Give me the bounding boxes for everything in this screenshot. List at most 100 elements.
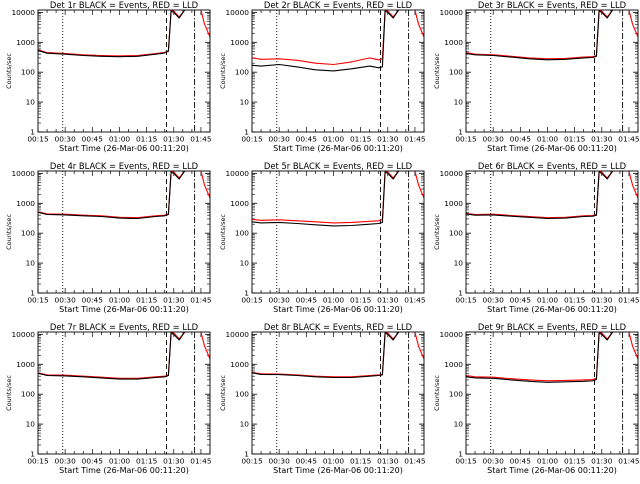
x-tick-label: 01:30 — [377, 296, 399, 305]
chart-title: Det 4r BLACK = Events, RED = LLD — [50, 161, 198, 171]
chart-title: Det 2r BLACK = Events, RED = LLD — [264, 0, 412, 10]
y-tick-label: 100 — [449, 68, 463, 77]
x-tick-label: 00:30 — [483, 135, 505, 144]
series-group — [466, 171, 638, 220]
series-lld-line-2 — [628, 171, 638, 199]
x-tick-label: 01:00 — [537, 296, 559, 305]
x-tick-label: 01:00 — [323, 296, 345, 305]
y-tick-label: 10 — [454, 259, 464, 268]
x-tick-label: 01:00 — [537, 135, 559, 144]
y-axis-label: Counts/sec — [219, 375, 227, 411]
series-events-line-1 — [38, 332, 189, 380]
plot-frame — [37, 170, 211, 294]
chart-panel-9: Det 9r BLACK = Events, RED = LLD Counts/s… — [433, 322, 640, 475]
x-tick-label: 00:45 — [82, 135, 104, 144]
x-tick-label: 01:15 — [350, 135, 372, 144]
series-lld-line-0 — [252, 171, 403, 224]
series-lld-line-2 — [414, 10, 424, 38]
chart-panel-2: Det 2r BLACK = Events, RED = LLD Counts/s… — [219, 0, 426, 153]
x-tick-label: 01:15 — [564, 296, 586, 305]
y-tick-label: 1000 — [230, 38, 249, 47]
x-tick-label: 01:00 — [109, 135, 131, 144]
series-events-line-1 — [252, 10, 403, 72]
x-tick-label: 01:15 — [564, 135, 586, 144]
x-axis-label: Start Time (26-Mar-06 00:11:20) — [273, 466, 403, 475]
series-lld-line-2 — [414, 332, 424, 360]
plot-frame — [465, 170, 639, 294]
series-lld-line-0 — [466, 171, 617, 219]
x-tick-label: 01:15 — [350, 457, 372, 466]
y-tick-label: 100 — [235, 229, 249, 238]
x-tick-label: 01:45 — [190, 135, 212, 144]
x-tick-label: 01:30 — [377, 135, 399, 144]
y-tick-label: 10000 — [11, 169, 35, 178]
series-events-line-1 — [252, 332, 403, 379]
series-events-line-1 — [466, 332, 617, 383]
x-tick-label: 01:00 — [109, 296, 131, 305]
x-tick-label: 00:15 — [455, 135, 477, 144]
x-tick-label: 01:00 — [109, 457, 131, 466]
y-tick-label: 1000 — [16, 38, 35, 47]
chart-title: Det 6r BLACK = Events, RED = LLD — [478, 161, 626, 171]
y-axis-label: Counts/sec — [433, 53, 441, 89]
x-tick-label: 00:15 — [455, 296, 477, 305]
y-tick-label: 1 — [244, 450, 249, 459]
chart-title: Det 8r BLACK = Events, RED = LLD — [264, 322, 412, 332]
series-group — [38, 10, 210, 58]
x-tick-label: 01:15 — [136, 296, 158, 305]
series-lld-line-2 — [628, 332, 638, 360]
chart-panel-3: Det 3r BLACK = Events, RED = LLD Counts/s… — [433, 0, 640, 153]
y-axis-label: Counts/sec — [433, 214, 441, 250]
x-tick-label: 00:15 — [241, 296, 263, 305]
chart-panel-8: Det 8r BLACK = Events, RED = LLD Counts/s… — [219, 322, 426, 475]
y-axis-label: Counts/sec — [219, 53, 227, 89]
plot-frame — [465, 9, 639, 133]
series-lld-line-0 — [252, 332, 403, 378]
x-tick-label: 01:45 — [618, 296, 640, 305]
x-tick-label: 00:15 — [241, 457, 263, 466]
y-tick-label: 1 — [458, 289, 463, 298]
series-group — [252, 171, 424, 227]
series-lld-line-0 — [38, 332, 189, 379]
x-tick-label: 01:45 — [618, 457, 640, 466]
chart-panel-7: Det 7r BLACK = Events, RED = LLD Counts/s… — [5, 322, 212, 475]
y-tick-label: 10 — [240, 98, 250, 107]
y-tick-label: 10 — [26, 420, 36, 429]
x-tick-label: 00:45 — [296, 296, 318, 305]
y-tick-label: 1 — [458, 450, 463, 459]
x-axis-label: Start Time (26-Mar-06 00:11:20) — [59, 466, 189, 475]
x-axis-label: Start Time (26-Mar-06 00:11:20) — [487, 466, 617, 475]
series-lld-line-2 — [200, 171, 210, 199]
y-tick-label: 1000 — [16, 360, 35, 369]
x-axis-label: Start Time (26-Mar-06 00:11:20) — [487, 144, 617, 153]
y-tick-label: 10000 — [439, 169, 463, 178]
y-axis-label: Counts/sec — [5, 53, 13, 89]
y-tick-label: 1 — [30, 128, 35, 137]
x-axis-label: Start Time (26-Mar-06 00:11:20) — [59, 144, 189, 153]
y-tick-label: 10000 — [225, 8, 249, 17]
series-events-line-1 — [38, 171, 189, 220]
y-tick-label: 10000 — [225, 330, 249, 339]
y-tick-label: 100 — [235, 68, 249, 77]
y-tick-label: 1 — [244, 289, 249, 298]
x-tick-label: 01:15 — [136, 135, 158, 144]
y-tick-label: 1000 — [444, 199, 463, 208]
chart-title: Det 7r BLACK = Events, RED = LLD — [50, 322, 198, 332]
y-tick-label: 1000 — [444, 38, 463, 47]
plot-frame — [251, 9, 425, 133]
x-tick-label: 00:30 — [483, 457, 505, 466]
x-tick-label: 00:15 — [241, 135, 263, 144]
x-axis-label: Start Time (26-Mar-06 00:11:20) — [59, 305, 189, 314]
x-tick-label: 00:45 — [82, 296, 104, 305]
y-tick-label: 10 — [240, 420, 250, 429]
y-tick-label: 1000 — [230, 360, 249, 369]
plot-frame — [251, 170, 425, 294]
plot-frame — [37, 331, 211, 455]
x-axis-label: Start Time (26-Mar-06 00:11:20) — [487, 305, 617, 314]
chart-panel-1: Det 1r BLACK = Events, RED = LLD Counts/s… — [5, 0, 212, 153]
x-tick-label: 00:15 — [27, 135, 49, 144]
x-tick-label: 01:15 — [564, 457, 586, 466]
plot-frame — [251, 331, 425, 455]
